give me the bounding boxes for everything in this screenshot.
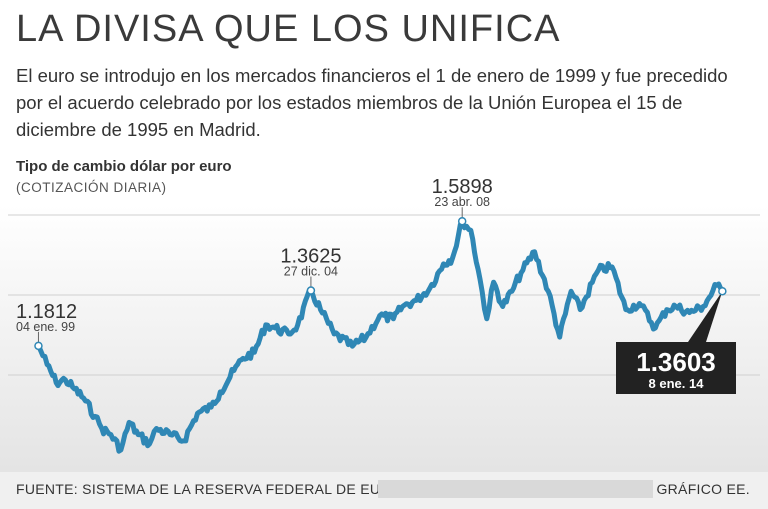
description-text: El euro se introdujo en los mercados fin…: [16, 65, 728, 140]
annotation-point-0: [34, 341, 43, 351]
annotation-value-1: 1.3625: [280, 246, 341, 268]
annotation-value-2: 1.5898: [432, 176, 493, 198]
annotation-point-3: [718, 286, 727, 296]
redacted-bar: [378, 480, 653, 498]
callout-value-label: 1.3603: [636, 347, 716, 377]
footer-source: FUENTE: SISTEMA DE LA RESERVA FEDERAL DE…: [16, 481, 385, 497]
footer: FUENTE: SISTEMA DE LA RESERVA FEDERAL DE…: [0, 472, 768, 509]
page-title: LA DIVISA QUE LOS UNIFICA: [16, 8, 561, 50]
annotation-value-0: 1.1812: [16, 301, 77, 323]
annotation-point-2: [457, 216, 467, 226]
chart-background: [0, 205, 768, 472]
annotation-date-2: 23 abr. 08: [434, 195, 490, 209]
callout-pointer: [688, 291, 723, 342]
chart-title: Tipo de cambio dólar por euro: [16, 158, 232, 175]
callout-box: [616, 342, 736, 394]
annotation-point-1: [306, 286, 316, 295]
series-line: [36, 218, 725, 454]
annotation-date-1: 27 dic. 04: [284, 265, 338, 279]
footer-credit: GRÁFICO EE.: [656, 481, 750, 497]
chart-subtitle: (COTIZACIÓN DIARIA): [16, 180, 167, 195]
annotation-date-0: 04 ene. 99: [16, 320, 75, 334]
callout-date-label: 8 ene. 14: [649, 376, 705, 391]
